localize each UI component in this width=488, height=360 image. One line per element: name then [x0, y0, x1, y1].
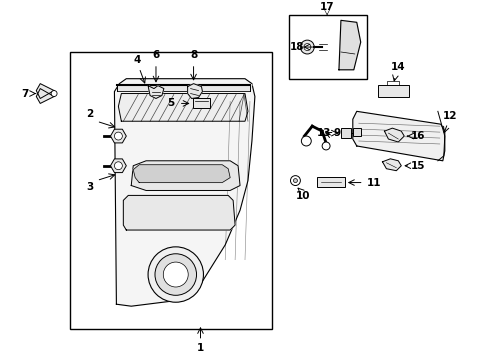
Polygon shape — [133, 165, 230, 183]
Text: 15: 15 — [410, 161, 425, 171]
Bar — [317, 177, 344, 188]
Text: 3: 3 — [86, 183, 93, 193]
Text: 17: 17 — [319, 3, 334, 13]
Polygon shape — [117, 85, 251, 91]
Text: 16: 16 — [410, 131, 425, 141]
Polygon shape — [352, 111, 444, 161]
Polygon shape — [382, 159, 401, 171]
Text: 11: 11 — [366, 177, 380, 188]
Text: 2: 2 — [86, 109, 93, 119]
Circle shape — [163, 262, 188, 287]
Circle shape — [51, 91, 57, 96]
Polygon shape — [384, 128, 404, 142]
Circle shape — [114, 132, 122, 140]
Polygon shape — [118, 94, 247, 121]
Text: 10: 10 — [296, 192, 310, 201]
Text: 9: 9 — [333, 128, 340, 138]
Polygon shape — [131, 161, 240, 190]
Circle shape — [301, 136, 311, 146]
Polygon shape — [114, 79, 254, 306]
Polygon shape — [187, 84, 202, 99]
Polygon shape — [338, 21, 360, 70]
Polygon shape — [36, 89, 54, 103]
Polygon shape — [36, 84, 54, 99]
Circle shape — [148, 247, 203, 302]
Circle shape — [300, 40, 314, 54]
Text: 7: 7 — [21, 89, 29, 99]
Text: 6: 6 — [152, 50, 159, 60]
Circle shape — [322, 142, 329, 150]
Text: 12: 12 — [442, 111, 456, 121]
Polygon shape — [123, 195, 235, 230]
Text: 1: 1 — [197, 343, 203, 353]
Bar — [70, 52, 271, 329]
Bar — [192, 99, 210, 108]
Circle shape — [293, 179, 297, 183]
Text: 8: 8 — [189, 50, 197, 60]
Bar — [288, 15, 366, 79]
Bar — [377, 85, 408, 98]
Text: 5: 5 — [167, 98, 174, 108]
Bar — [352, 128, 360, 136]
Circle shape — [303, 44, 310, 50]
Text: 13: 13 — [316, 128, 331, 138]
Circle shape — [114, 162, 122, 170]
Circle shape — [290, 176, 300, 185]
Polygon shape — [148, 86, 163, 99]
Bar — [340, 128, 350, 138]
Text: 18: 18 — [289, 42, 304, 52]
Text: 4: 4 — [133, 55, 141, 65]
Text: 14: 14 — [390, 62, 405, 72]
Circle shape — [155, 254, 196, 295]
